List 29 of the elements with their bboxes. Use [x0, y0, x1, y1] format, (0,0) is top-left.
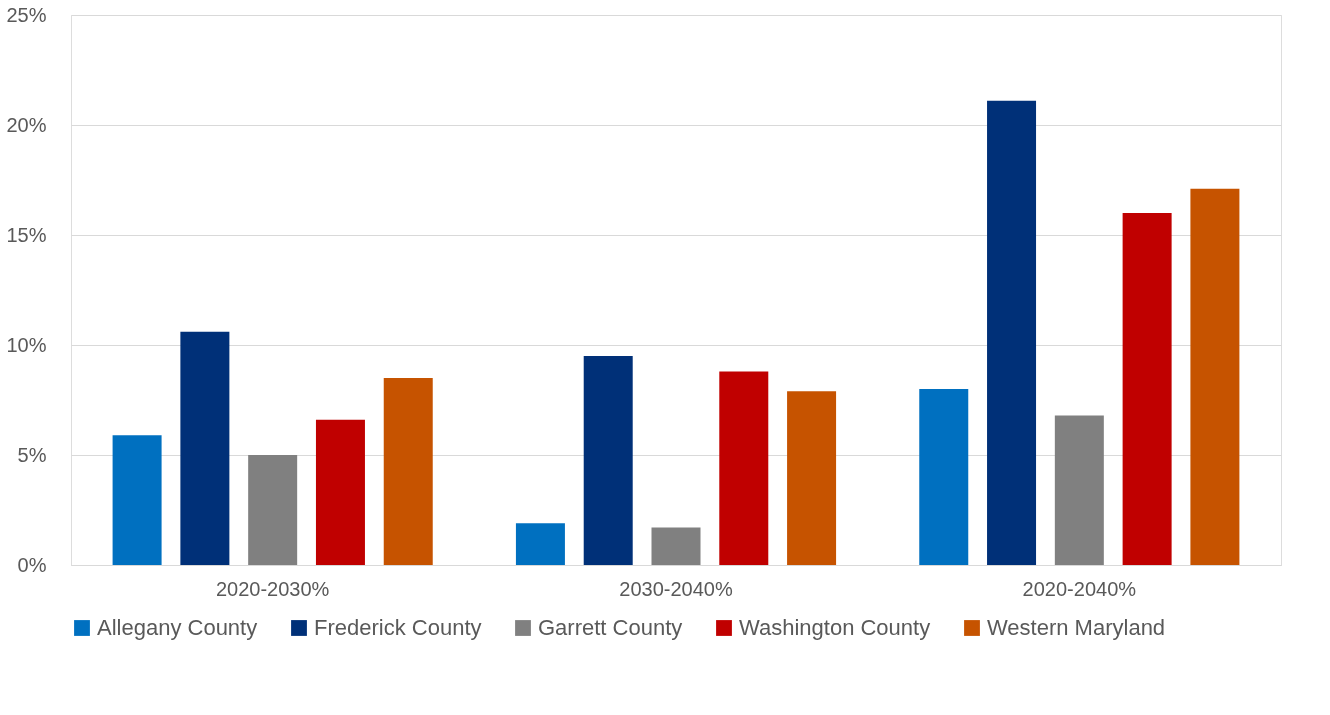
bar — [987, 100, 1037, 565]
bar — [787, 391, 837, 565]
bar — [515, 523, 565, 565]
bar — [315, 419, 365, 565]
y-tick-label: 25% — [6, 3, 47, 26]
legend-label: Garrett County — [538, 615, 683, 640]
bar — [248, 455, 298, 565]
bar — [1122, 213, 1172, 565]
x-tick-label: 2030-2040% — [619, 577, 733, 600]
legend-label: Frederick County — [314, 615, 482, 640]
legend-label: Allegany County — [97, 615, 258, 640]
legend-label: Washington County — [739, 615, 931, 640]
bar — [180, 331, 230, 565]
bar — [112, 435, 162, 565]
bar — [651, 527, 701, 565]
bar — [583, 356, 633, 565]
bar — [919, 389, 969, 565]
x-tick-label: 2020-2030% — [215, 577, 330, 600]
x-tick-label: 2020-2040% — [1022, 577, 1137, 600]
legend-label: Western Maryland — [987, 615, 1166, 640]
bar — [1190, 188, 1240, 565]
y-tick-label: 20% — [6, 113, 47, 136]
y-tick-label: 15% — [6, 223, 47, 246]
bar — [383, 378, 433, 565]
bar — [1054, 415, 1104, 565]
bar — [719, 371, 769, 565]
y-tick-label: 10% — [6, 333, 47, 356]
y-tick-label: 0% — [17, 553, 47, 576]
y-tick-label: 5% — [17, 443, 47, 466]
